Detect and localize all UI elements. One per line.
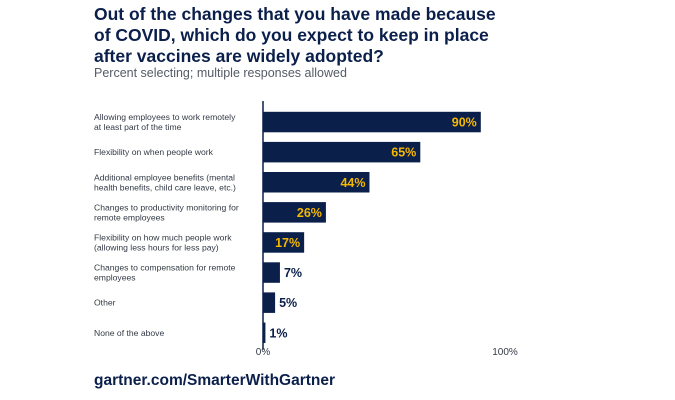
category-label-3-0: Changes to productivity monitoring for [94, 202, 239, 212]
source-footer: gartner.com/SmarterWithGartner [94, 372, 336, 389]
bar-3 [263, 202, 326, 223]
value-label-5: 7% [284, 266, 302, 280]
x-tick-label-1: 100% [492, 347, 518, 358]
category-label-1-0: Flexibility on when people work [94, 147, 214, 157]
bar-5 [263, 262, 280, 283]
value-label-6: 5% [279, 296, 297, 310]
bar-1 [263, 141, 421, 163]
category-label-0-0: Allowing employees to work remotely [94, 112, 236, 122]
category-label-3-1: remote employees [94, 212, 165, 222]
value-label-4: 17% [275, 236, 300, 250]
value-label-0: 90% [452, 116, 477, 130]
category-label-2-1: health benefits, child care leave, etc.) [94, 182, 236, 192]
bar-2 [263, 172, 370, 193]
x-tick-label-0: 0% [256, 347, 271, 358]
category-label-4-0: Flexibility on how much people work [94, 232, 232, 242]
value-label-3: 26% [297, 206, 322, 220]
category-label-5-0: Changes to compensation for remote [94, 263, 236, 273]
category-label-5-1: employees [94, 273, 136, 283]
category-label-7-0: None of the above [94, 328, 164, 338]
bar-7 [263, 322, 266, 343]
value-label-7: 1% [269, 326, 287, 340]
bar-4 [263, 232, 305, 253]
category-label-4-1: (allowing less hours for less pay) [94, 242, 219, 252]
category-label-0-1: at least part of the time [94, 122, 182, 132]
bar-6 [263, 292, 276, 313]
category-label-6-0: Other [94, 298, 116, 308]
chart-subtitle: Percent selecting; multiple responses al… [94, 66, 347, 80]
value-label-1: 65% [391, 146, 416, 160]
category-label-2-0: Additional employee benefits (mental [94, 172, 235, 182]
chart-title: Out of the changes that you have made be… [94, 4, 496, 66]
bar-0 [263, 111, 481, 133]
value-label-2: 44% [340, 176, 365, 190]
